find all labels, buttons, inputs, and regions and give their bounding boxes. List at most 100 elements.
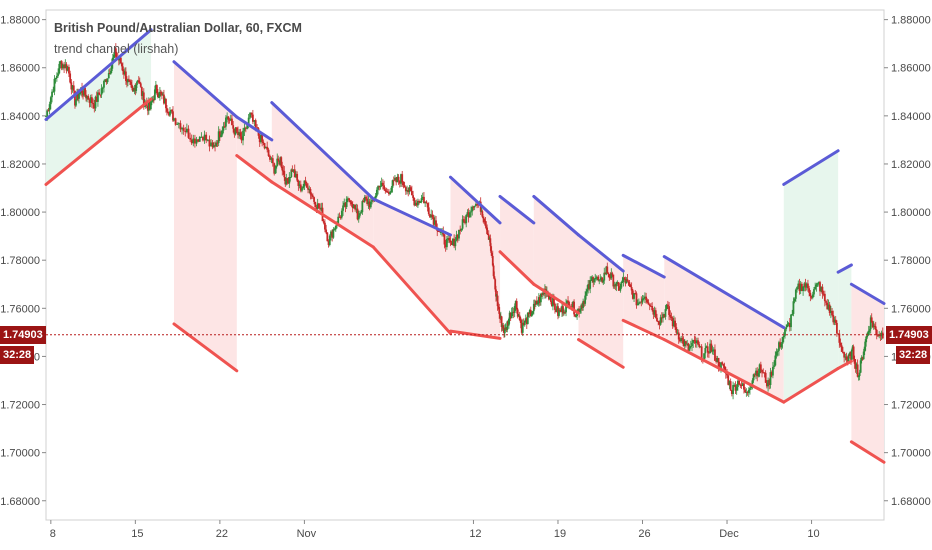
candle-body-176 (251, 114, 254, 122)
channel-lower-line-2 (235, 154, 274, 184)
candle-body-598 (721, 362, 724, 365)
candle-body-448 (555, 309, 557, 312)
candle-body-406 (512, 311, 515, 313)
candle-body-481 (588, 284, 591, 289)
candle-body-274 (368, 201, 371, 208)
candle-body-325 (430, 214, 433, 218)
candle-body-394 (502, 325, 505, 329)
candle-body-530 (639, 301, 641, 303)
candle-body-547 (659, 317, 662, 325)
candle-body-177 (253, 120, 256, 122)
candle-body-301 (401, 174, 404, 183)
candle-body-98 (150, 101, 153, 103)
candle-body-728 (871, 322, 874, 328)
candle-body-627 (756, 370, 759, 377)
candle-body-147 (215, 142, 218, 147)
candle-body-639 (770, 372, 773, 376)
candle-body-304 (404, 187, 407, 192)
candle-body-288 (385, 190, 388, 192)
candle-body-605 (729, 381, 732, 391)
countdown-badge-left: 32:28 (0, 345, 35, 364)
candle-body-104 (156, 93, 159, 97)
candle-body-155 (225, 117, 227, 127)
candle-body-721 (864, 339, 867, 347)
candle-body-307 (408, 187, 411, 193)
candle-body-103 (155, 85, 158, 94)
candle-body-635 (765, 382, 768, 387)
candle-body-729 (872, 325, 875, 328)
channel-upper-line-11 (782, 149, 840, 186)
channel-lower-line-1 (172, 322, 239, 373)
candle-body-505 (612, 274, 615, 287)
candle-body-109 (162, 94, 164, 96)
candle-body-159 (229, 118, 232, 121)
candle-body-100 (152, 99, 155, 101)
candle-body-612 (738, 380, 741, 385)
y-tick-label-right-1: 1.70000 (891, 448, 931, 460)
y-tick-label-left-10: 1.88000 (0, 15, 40, 27)
candle-body-10 (57, 73, 59, 76)
candle-body-138 (202, 136, 204, 141)
candle-body-7 (53, 78, 56, 92)
candle-body-460 (567, 300, 569, 302)
candle-body-564 (680, 338, 683, 342)
candle-body-686 (827, 304, 830, 310)
candle-body-28 (78, 94, 80, 99)
candle-body-102 (154, 85, 157, 90)
candle-body-48 (100, 88, 103, 95)
candle-body-53 (106, 78, 109, 83)
candle-body-295 (394, 177, 396, 181)
candle-body-581 (700, 346, 703, 360)
candle-body-19 (68, 67, 70, 74)
candle-body-42 (93, 104, 96, 109)
candle-body-538 (648, 304, 651, 306)
candle-body-269 (362, 201, 365, 203)
candle-body-121 (174, 118, 177, 125)
candle-body-528 (636, 303, 639, 306)
candle-body-636 (767, 380, 769, 387)
candle-body-225 (309, 188, 312, 195)
candle-body-49 (101, 87, 104, 89)
candle-body-297 (396, 176, 399, 183)
candle-body-88 (140, 86, 143, 96)
candle-body-600 (723, 365, 726, 372)
candle-body-291 (389, 191, 392, 195)
candle-body-61 (114, 48, 117, 57)
candle-body-554 (668, 306, 670, 315)
candle-body-378 (489, 238, 492, 247)
candle-body-254 (344, 202, 347, 207)
candle-body-228 (313, 197, 315, 202)
candle-body-181 (258, 135, 261, 143)
candle-body-392 (500, 316, 503, 327)
candle-body-372 (484, 221, 487, 226)
candle-body-457 (564, 312, 566, 314)
candle-body-83 (136, 81, 138, 85)
candle-body-46 (98, 92, 101, 95)
candle-body-38 (88, 99, 91, 103)
candle-body-478 (585, 291, 588, 296)
candle-body-445 (552, 297, 554, 307)
candle-body-246 (334, 225, 337, 230)
candle-body-272 (366, 198, 369, 205)
candle-body-628 (757, 372, 760, 377)
candle-body-583 (703, 353, 705, 361)
candle-body-240 (327, 241, 330, 245)
channel-upper-line-5 (449, 175, 502, 225)
candle-body-722 (865, 335, 868, 340)
candle-body-411 (517, 315, 520, 317)
candle-body-559 (674, 320, 677, 328)
candle-body-355 (466, 212, 469, 215)
candle-body-309 (410, 191, 413, 196)
candle-body-6 (52, 91, 55, 93)
candle-body-352 (462, 219, 465, 221)
candle-body-151 (220, 134, 222, 138)
candle-body-387 (496, 295, 499, 307)
indicator-name: trend channel (lirshah) (54, 42, 179, 56)
candle-body-86 (138, 82, 141, 84)
candle-body-472 (579, 309, 582, 313)
y-tick-label-left-7: 1.82000 (0, 159, 40, 171)
candle-body-170 (243, 127, 246, 131)
candle-body-408 (514, 301, 517, 307)
